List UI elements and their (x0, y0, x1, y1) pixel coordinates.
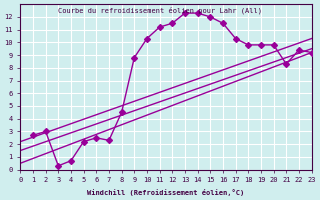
Text: Courbe du refroidissement éolien pour Lahr (All): Courbe du refroidissement éolien pour La… (58, 6, 262, 14)
X-axis label: Windchill (Refroidissement éolien,°C): Windchill (Refroidissement éolien,°C) (87, 189, 244, 196)
